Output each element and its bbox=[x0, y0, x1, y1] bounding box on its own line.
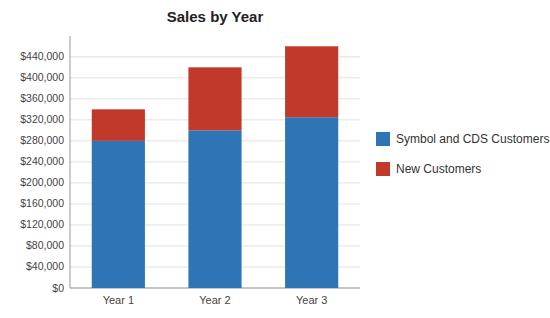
y-tick-label: $280,000 bbox=[20, 134, 64, 146]
chart: Sales by Year $0 $40,000 $80,000 $120,000 $16… bbox=[0, 0, 550, 318]
y-tick-label: $120,000 bbox=[20, 218, 64, 230]
bar bbox=[188, 67, 241, 130]
y-axis-line bbox=[70, 36, 71, 288]
y-tick-label: $200,000 bbox=[20, 176, 64, 188]
title: Sales by Year bbox=[167, 8, 264, 25]
legend-label: Symbol and CDS Customers bbox=[396, 132, 549, 146]
x-tick-label: Year 2 bbox=[199, 294, 230, 306]
y-tick-label: $160,000 bbox=[20, 197, 64, 209]
y-tick-label: $0 bbox=[52, 282, 64, 294]
y-tick-label: $240,000 bbox=[20, 155, 64, 167]
y-tick-label: $360,000 bbox=[20, 92, 64, 104]
bars bbox=[92, 46, 339, 288]
y-tick-label: $40,000 bbox=[26, 260, 64, 272]
bar bbox=[188, 130, 241, 288]
x-tick-label: Year 1 bbox=[103, 294, 134, 306]
legend-label: New Customers bbox=[396, 162, 481, 176]
y-tick-label: $440,000 bbox=[20, 50, 64, 62]
y-tick-label: $80,000 bbox=[26, 239, 64, 251]
legend: Symbol and CDS Customers New Customers bbox=[376, 132, 549, 176]
bar bbox=[285, 46, 338, 117]
y-tick-label: $400,000 bbox=[20, 71, 64, 83]
x-tick-label: Year 3 bbox=[296, 294, 327, 306]
bar bbox=[92, 109, 145, 141]
y-tick-label: $320,000 bbox=[20, 113, 64, 125]
legend-swatch bbox=[376, 162, 390, 176]
legend-swatch bbox=[376, 132, 390, 146]
bar bbox=[92, 141, 145, 288]
bar bbox=[285, 117, 338, 288]
